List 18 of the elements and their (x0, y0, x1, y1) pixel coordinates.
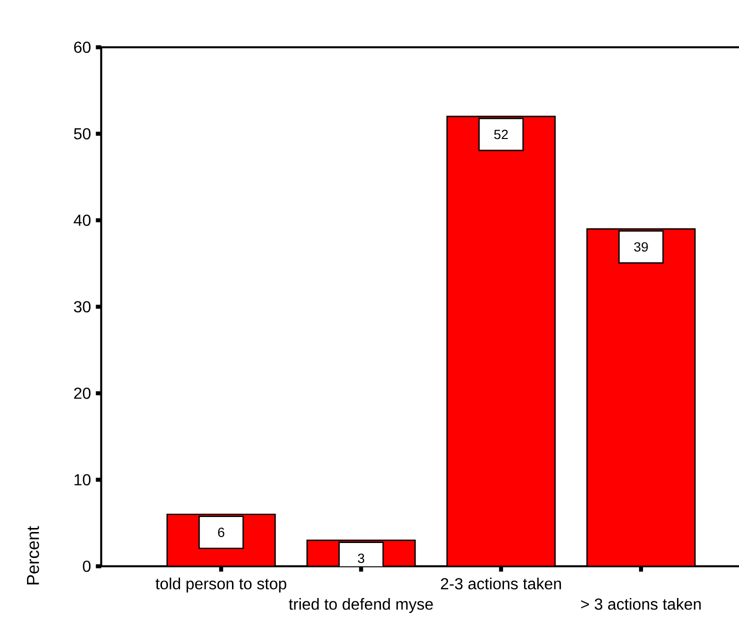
x-tick-label: told person to stop (156, 578, 286, 593)
y-tick-label: 60 (74, 42, 91, 53)
y-tick-label: 10 (74, 474, 91, 486)
x-tick-label: > 3 actions taken (581, 598, 701, 610)
data-label: 6 (218, 528, 224, 538)
bar (447, 116, 556, 566)
data-label: 3 (358, 554, 364, 564)
x-tick-label: 2-3 actions taken (440, 578, 561, 590)
data-label: 39 (634, 242, 648, 252)
y-axis-title: Percent (27, 526, 40, 584)
y-tick-label: 50 (74, 128, 91, 140)
y-tick-label: 30 (74, 301, 91, 312)
y-tick-label: 40 (74, 214, 91, 226)
bar (586, 228, 696, 566)
y-tick-label: 0 (82, 560, 91, 572)
x-tick-label: tried to defend myse (288, 598, 433, 613)
data-label: 52 (494, 130, 508, 140)
y-tick-label: 20 (74, 388, 91, 399)
